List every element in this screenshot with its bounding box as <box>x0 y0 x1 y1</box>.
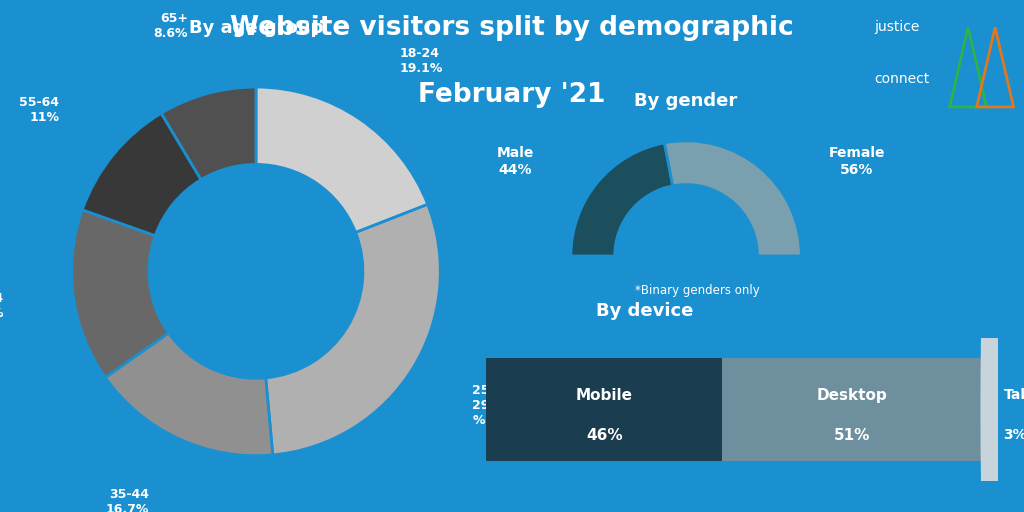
Text: Male
44%: Male 44% <box>497 146 535 177</box>
Text: By device: By device <box>596 302 694 320</box>
Text: 55-64
11%: 55-64 11% <box>19 96 59 124</box>
Text: 51%: 51% <box>835 428 870 443</box>
Text: Desktop: Desktop <box>817 388 888 403</box>
Text: justice: justice <box>874 20 920 34</box>
Text: 45-54
15.2%: 45-54 15.2% <box>0 292 4 320</box>
Wedge shape <box>570 143 673 256</box>
FancyBboxPatch shape <box>981 286 1001 512</box>
Text: connect: connect <box>874 72 930 86</box>
Text: 65+
8.6%: 65+ 8.6% <box>154 12 188 40</box>
Text: Website visitors split by demographic: Website visitors split by demographic <box>230 15 794 41</box>
Text: 18-24
19.1%: 18-24 19.1% <box>399 47 443 75</box>
Wedge shape <box>72 210 169 377</box>
Circle shape <box>150 164 362 378</box>
FancyBboxPatch shape <box>722 358 983 461</box>
Wedge shape <box>265 204 440 455</box>
FancyBboxPatch shape <box>486 358 722 461</box>
Text: 3%: 3% <box>1004 429 1024 442</box>
Text: 35-44
16.7%: 35-44 16.7% <box>105 488 150 512</box>
Title: By gender: By gender <box>635 93 737 111</box>
Text: Tablet: Tablet <box>1004 388 1024 402</box>
Wedge shape <box>665 141 801 256</box>
Title: By age group: By age group <box>188 18 324 37</box>
Wedge shape <box>105 333 272 456</box>
Text: 46%: 46% <box>586 428 623 443</box>
Wedge shape <box>82 113 201 236</box>
Text: February '21: February '21 <box>418 82 606 108</box>
Text: Female
56%: Female 56% <box>828 146 885 177</box>
Wedge shape <box>161 87 256 180</box>
Text: Mobile: Mobile <box>575 388 633 403</box>
Wedge shape <box>256 87 428 232</box>
Text: *Binary genders only: *Binary genders only <box>635 284 760 297</box>
Text: 25-34
29.5
%: 25-34 29.5 % <box>472 383 512 426</box>
